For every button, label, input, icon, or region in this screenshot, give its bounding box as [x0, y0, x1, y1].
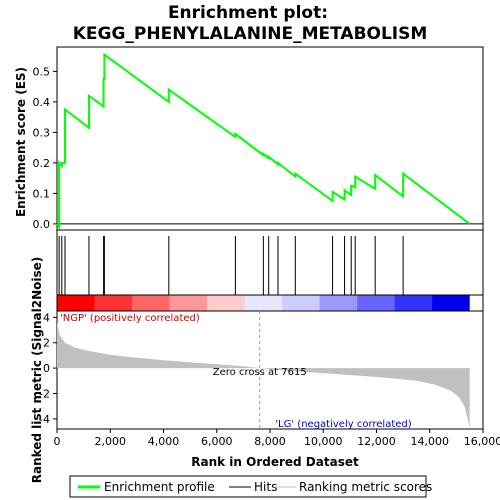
positive-correlation-label: 'NGP' (positively correlated)	[60, 313, 200, 324]
es-y-axis-label: Enrichment score (ES)	[14, 67, 28, 217]
legend-label-metric: Ranking metric scores	[299, 480, 432, 494]
legend-label-hits: Hits	[254, 480, 277, 494]
x-tick-label: 6,000	[201, 435, 233, 448]
es-y-axis: 0.0 0.1 0.2 0.3 0.4 0.5	[33, 65, 57, 231]
x-tick-label: 16,000	[464, 435, 500, 448]
ranking-metric-area	[57, 322, 470, 429]
hits-group	[58, 236, 404, 295]
heat-segment	[244, 295, 283, 311]
legend-label-enrichment: Enrichment profile	[104, 480, 215, 494]
metric-y-tick-label: -4	[39, 413, 50, 426]
heat-segment	[94, 295, 133, 311]
heat-padding	[469, 295, 483, 311]
es-y-tick-label: 0.0	[33, 218, 51, 231]
heat-segment	[319, 295, 358, 311]
x-tick-label: 12,000	[357, 435, 396, 448]
metric-y-tick-label: 0	[43, 362, 50, 375]
es-y-tick-label: 0.5	[33, 65, 51, 78]
x-axis: 0 2,000 4,000 6,000 8,000 10,000 12,000 14,000 1…	[54, 429, 500, 448]
es-y-tick-label: 0.4	[33, 96, 51, 109]
heat-segment	[357, 295, 396, 311]
heat-segment	[432, 295, 471, 311]
heat-segment	[57, 295, 96, 311]
x-tick-label: 0	[54, 435, 61, 448]
heat-segment	[394, 295, 433, 311]
metric-y-axis-label: Ranked list metric (Signal2Noise)	[30, 257, 44, 484]
x-axis-label: Rank in Ordered Dataset	[191, 455, 359, 469]
x-tick-label: 8,000	[254, 435, 286, 448]
chart-title-line1: Enrichment plot:	[168, 3, 328, 23]
heat-segment	[132, 295, 171, 311]
hits-panel-frame	[56, 229, 484, 296]
heat-segment	[207, 295, 246, 311]
metric-y-axis: -4 -2 0 2 4	[39, 311, 57, 426]
es-y-tick-label: 0.1	[33, 187, 51, 200]
x-tick-label: 2,000	[95, 435, 127, 448]
es-panel-frame	[56, 46, 484, 231]
ranking-heatmap-bar	[56, 294, 484, 312]
x-tick-label: 10,000	[304, 435, 343, 448]
metric-y-tick-label: 2	[43, 337, 50, 350]
es-y-tick-label: 0.3	[33, 126, 51, 139]
es-y-tick-label: 0.2	[33, 157, 51, 170]
x-tick-label: 4,000	[148, 435, 180, 448]
metric-y-tick-label: 4	[43, 311, 50, 324]
heat-segment	[282, 295, 321, 311]
enrichment-profile-line	[56, 52, 471, 231]
negative-correlation-label: 'LG' (negatively correlated)	[275, 419, 411, 430]
chart-title-line2: KEGG_PHENYLALANINE_METABOLISM	[73, 24, 428, 44]
metric-y-tick-label: -2	[39, 387, 50, 400]
x-tick-label: 14,000	[411, 435, 450, 448]
zero-cross-label: Zero cross at 7615	[213, 367, 307, 378]
heat-segment	[169, 295, 208, 311]
